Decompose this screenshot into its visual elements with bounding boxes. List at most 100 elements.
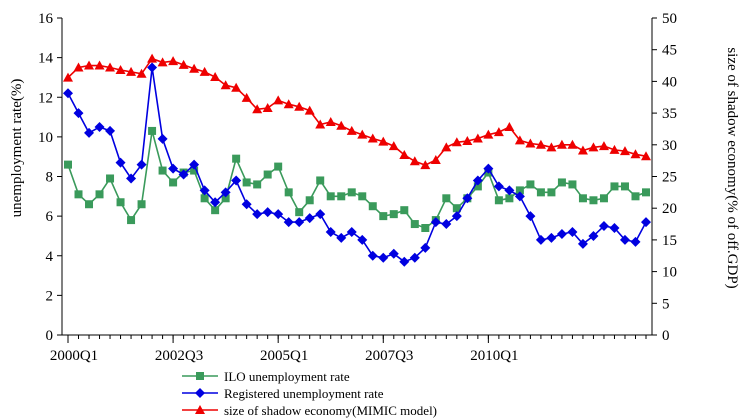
data-point — [274, 162, 283, 171]
data-point — [73, 62, 84, 72]
data-point — [568, 180, 577, 189]
x-tick-label: 2010Q1 — [470, 348, 518, 364]
data-point — [220, 80, 231, 90]
data-point — [115, 157, 126, 168]
data-point — [178, 59, 189, 69]
data-point — [536, 188, 545, 197]
data-point — [441, 142, 452, 152]
data-point — [137, 200, 146, 209]
y2-tick-label: 20 — [662, 201, 677, 217]
data-point — [263, 170, 272, 179]
data-point — [389, 210, 398, 219]
data-point — [462, 193, 473, 204]
data-point — [273, 95, 284, 105]
data-point — [325, 226, 336, 237]
data-point — [262, 207, 273, 218]
data-point — [620, 182, 629, 191]
data-point — [421, 224, 430, 233]
y-tick-label: 14 — [38, 51, 54, 67]
data-point — [241, 199, 252, 210]
data-point — [368, 202, 377, 211]
data-point — [115, 64, 126, 74]
y-tick-label: 0 — [46, 328, 54, 344]
data-point — [451, 137, 462, 147]
data-point — [367, 250, 378, 261]
data-point — [577, 145, 588, 155]
data-point — [483, 163, 494, 174]
data-point — [147, 62, 158, 73]
data-point — [578, 194, 587, 203]
data-point — [577, 238, 588, 249]
data-point — [157, 133, 168, 144]
data-point — [505, 194, 514, 203]
y-axis-title: unemployment rate(%) — [9, 79, 25, 218]
data-point — [378, 252, 389, 263]
data-point — [116, 198, 125, 207]
data-point — [452, 204, 461, 213]
data-point — [589, 196, 598, 205]
data-point — [430, 155, 441, 165]
y-tick-label: 8 — [46, 170, 54, 186]
data-point — [136, 68, 147, 78]
data-point — [556, 139, 567, 149]
data-point — [190, 166, 199, 175]
data-point — [242, 178, 251, 187]
data-point — [598, 221, 609, 232]
legend-swatch-marker — [195, 405, 205, 414]
y-tick-label: 12 — [38, 90, 53, 106]
y2-axis-title: size of shadow economy(% of off.GDP) — [724, 47, 739, 288]
data-point — [357, 234, 368, 245]
data-point — [200, 194, 209, 203]
data-point — [483, 129, 494, 139]
data-point — [609, 223, 620, 234]
data-point — [210, 197, 221, 208]
data-point — [189, 159, 200, 170]
data-point — [504, 122, 515, 132]
data-point — [316, 176, 325, 185]
series-2 — [63, 62, 651, 267]
data-point — [409, 252, 420, 263]
data-point — [630, 149, 641, 159]
data-point — [546, 142, 557, 152]
data-point — [493, 181, 504, 192]
data-point — [358, 192, 367, 201]
data-point — [567, 226, 578, 237]
data-point — [346, 125, 357, 135]
data-point — [148, 126, 157, 135]
data-point — [525, 138, 536, 148]
data-point — [409, 156, 420, 166]
plot-series — [63, 53, 651, 267]
data-point — [231, 82, 242, 92]
legend-item: ILO unemployment rate — [182, 369, 350, 384]
data-point — [283, 217, 294, 228]
data-point — [641, 151, 651, 161]
data-point — [472, 133, 483, 143]
data-point — [283, 99, 294, 109]
y-tick-label: 2 — [46, 288, 54, 304]
data-point — [126, 173, 137, 184]
data-point — [420, 242, 431, 253]
data-point — [74, 190, 83, 199]
data-point — [526, 180, 535, 189]
data-point — [295, 208, 304, 217]
data-point — [525, 211, 536, 222]
data-point — [609, 144, 620, 154]
data-point — [442, 194, 451, 203]
y2-tick-label: 5 — [662, 296, 670, 312]
data-point — [567, 139, 578, 149]
data-point — [610, 182, 619, 191]
data-point — [535, 139, 546, 149]
data-point — [399, 149, 410, 159]
data-point — [304, 213, 315, 224]
data-point — [631, 192, 640, 201]
data-point — [514, 135, 525, 145]
data-point — [588, 230, 599, 241]
data-point — [546, 232, 557, 243]
data-point — [105, 125, 116, 136]
data-point — [284, 188, 293, 197]
y2-tick-label: 10 — [662, 265, 677, 281]
data-point — [336, 232, 347, 243]
data-point — [241, 92, 252, 102]
data-point — [168, 56, 179, 66]
legend-label: size of shadow economy(MIMIC model) — [224, 403, 437, 418]
